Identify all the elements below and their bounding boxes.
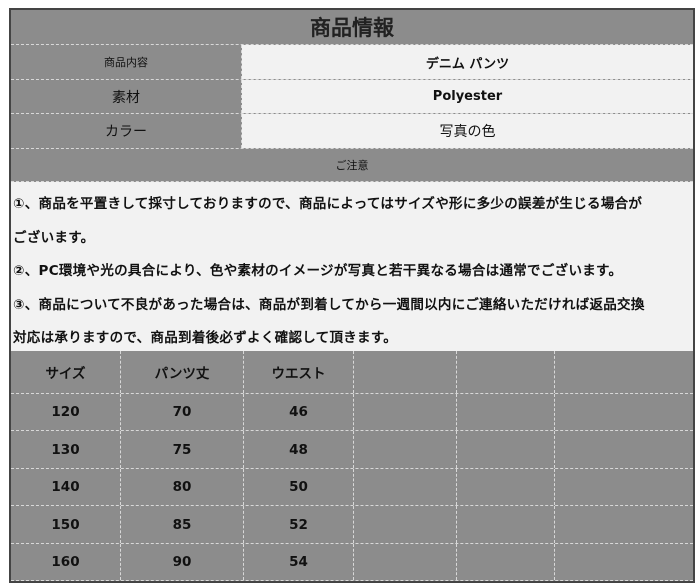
table-cell: 85 bbox=[121, 506, 244, 543]
table-cell: 70 bbox=[121, 394, 244, 430]
table-cell bbox=[555, 431, 693, 468]
table-cell bbox=[457, 469, 555, 505]
info-row-color: カラー 写真の色 bbox=[11, 114, 693, 149]
table-row: 120 70 46 bbox=[11, 394, 693, 431]
info-row-content: 商品内容 デニム パンツ bbox=[11, 45, 693, 80]
table-header-cell: ウエスト bbox=[244, 351, 354, 393]
table-cell: 140 bbox=[11, 469, 121, 505]
table-cell bbox=[354, 469, 457, 505]
info-value: デニム パンツ bbox=[242, 45, 693, 79]
info-row-material: 素材 Polyester bbox=[11, 80, 693, 114]
product-info-sheet: 商品情報 商品内容 デニム パンツ 素材 Polyester カラー 写真の色 … bbox=[9, 8, 695, 583]
title-row: 商品情報 bbox=[11, 10, 693, 45]
table-cell: 120 bbox=[11, 394, 121, 430]
table-cell bbox=[354, 431, 457, 468]
page-title: 商品情報 bbox=[310, 16, 394, 40]
notice-header: ご注意 bbox=[335, 159, 369, 172]
table-header-cell bbox=[457, 351, 555, 393]
table-cell: 75 bbox=[121, 431, 244, 468]
table-cell bbox=[457, 431, 555, 468]
table-cell: 52 bbox=[244, 506, 354, 543]
table-cell bbox=[555, 544, 693, 580]
size-table: サイズ パンツ丈 ウエスト 120 70 46 130 75 48 140 80 50 150 85 52 1… bbox=[11, 351, 693, 581]
info-label: カラー bbox=[11, 114, 242, 148]
note-line: ございます。 bbox=[13, 229, 95, 246]
table-cell: 90 bbox=[121, 544, 244, 580]
info-label: 商品内容 bbox=[11, 45, 242, 79]
notes-section: ①、商品を平置きして採寸しておりますので、商品によってはサイズや形に多少の誤差が… bbox=[11, 182, 693, 351]
table-header-cell: パンツ丈 bbox=[121, 351, 244, 393]
table-cell bbox=[354, 544, 457, 580]
table-cell bbox=[555, 394, 693, 430]
table-cell bbox=[457, 506, 555, 543]
table-cell bbox=[457, 394, 555, 430]
table-header-cell: サイズ bbox=[11, 351, 121, 393]
table-cell: 54 bbox=[244, 544, 354, 580]
table-cell bbox=[457, 544, 555, 580]
notice-header-row: ご注意 bbox=[11, 149, 693, 182]
table-row: 140 80 50 bbox=[11, 469, 693, 506]
table-header-cell bbox=[354, 351, 457, 393]
table-cell bbox=[354, 394, 457, 430]
table-cell: 160 bbox=[11, 544, 121, 580]
table-row: 150 85 52 bbox=[11, 506, 693, 544]
table-cell: 50 bbox=[244, 469, 354, 505]
note-line: 対応は承りますので、商品到着後必ずよく確認して頂きます。 bbox=[13, 330, 398, 346]
table-cell bbox=[555, 469, 693, 505]
table-cell: 150 bbox=[11, 506, 121, 543]
table-row: 160 90 54 bbox=[11, 544, 693, 581]
info-value: 写真の色 bbox=[242, 114, 693, 148]
table-cell: 130 bbox=[11, 431, 121, 468]
table-cell: 46 bbox=[244, 394, 354, 430]
table-cell: 48 bbox=[244, 431, 354, 468]
note-line: ①、商品を平置きして採寸しておりますので、商品によってはサイズや形に多少の誤差が… bbox=[13, 196, 643, 212]
table-row: 130 75 48 bbox=[11, 431, 693, 469]
table-header-cell bbox=[555, 351, 693, 393]
table-cell bbox=[354, 506, 457, 543]
table-cell: 80 bbox=[121, 469, 244, 505]
note-line: ②、PC環境や光の具合により、色や素材のイメージが写真と若干異なる場合は通常でご… bbox=[13, 263, 623, 279]
note-line: ③、商品について不良があった場合は、商品が到着してから一週間以内にご連絡いただけ… bbox=[13, 296, 645, 313]
info-value: Polyester bbox=[242, 80, 693, 113]
table-header-row: サイズ パンツ丈 ウエスト bbox=[11, 351, 693, 394]
table-cell bbox=[555, 506, 693, 543]
info-label: 素材 bbox=[11, 80, 242, 113]
